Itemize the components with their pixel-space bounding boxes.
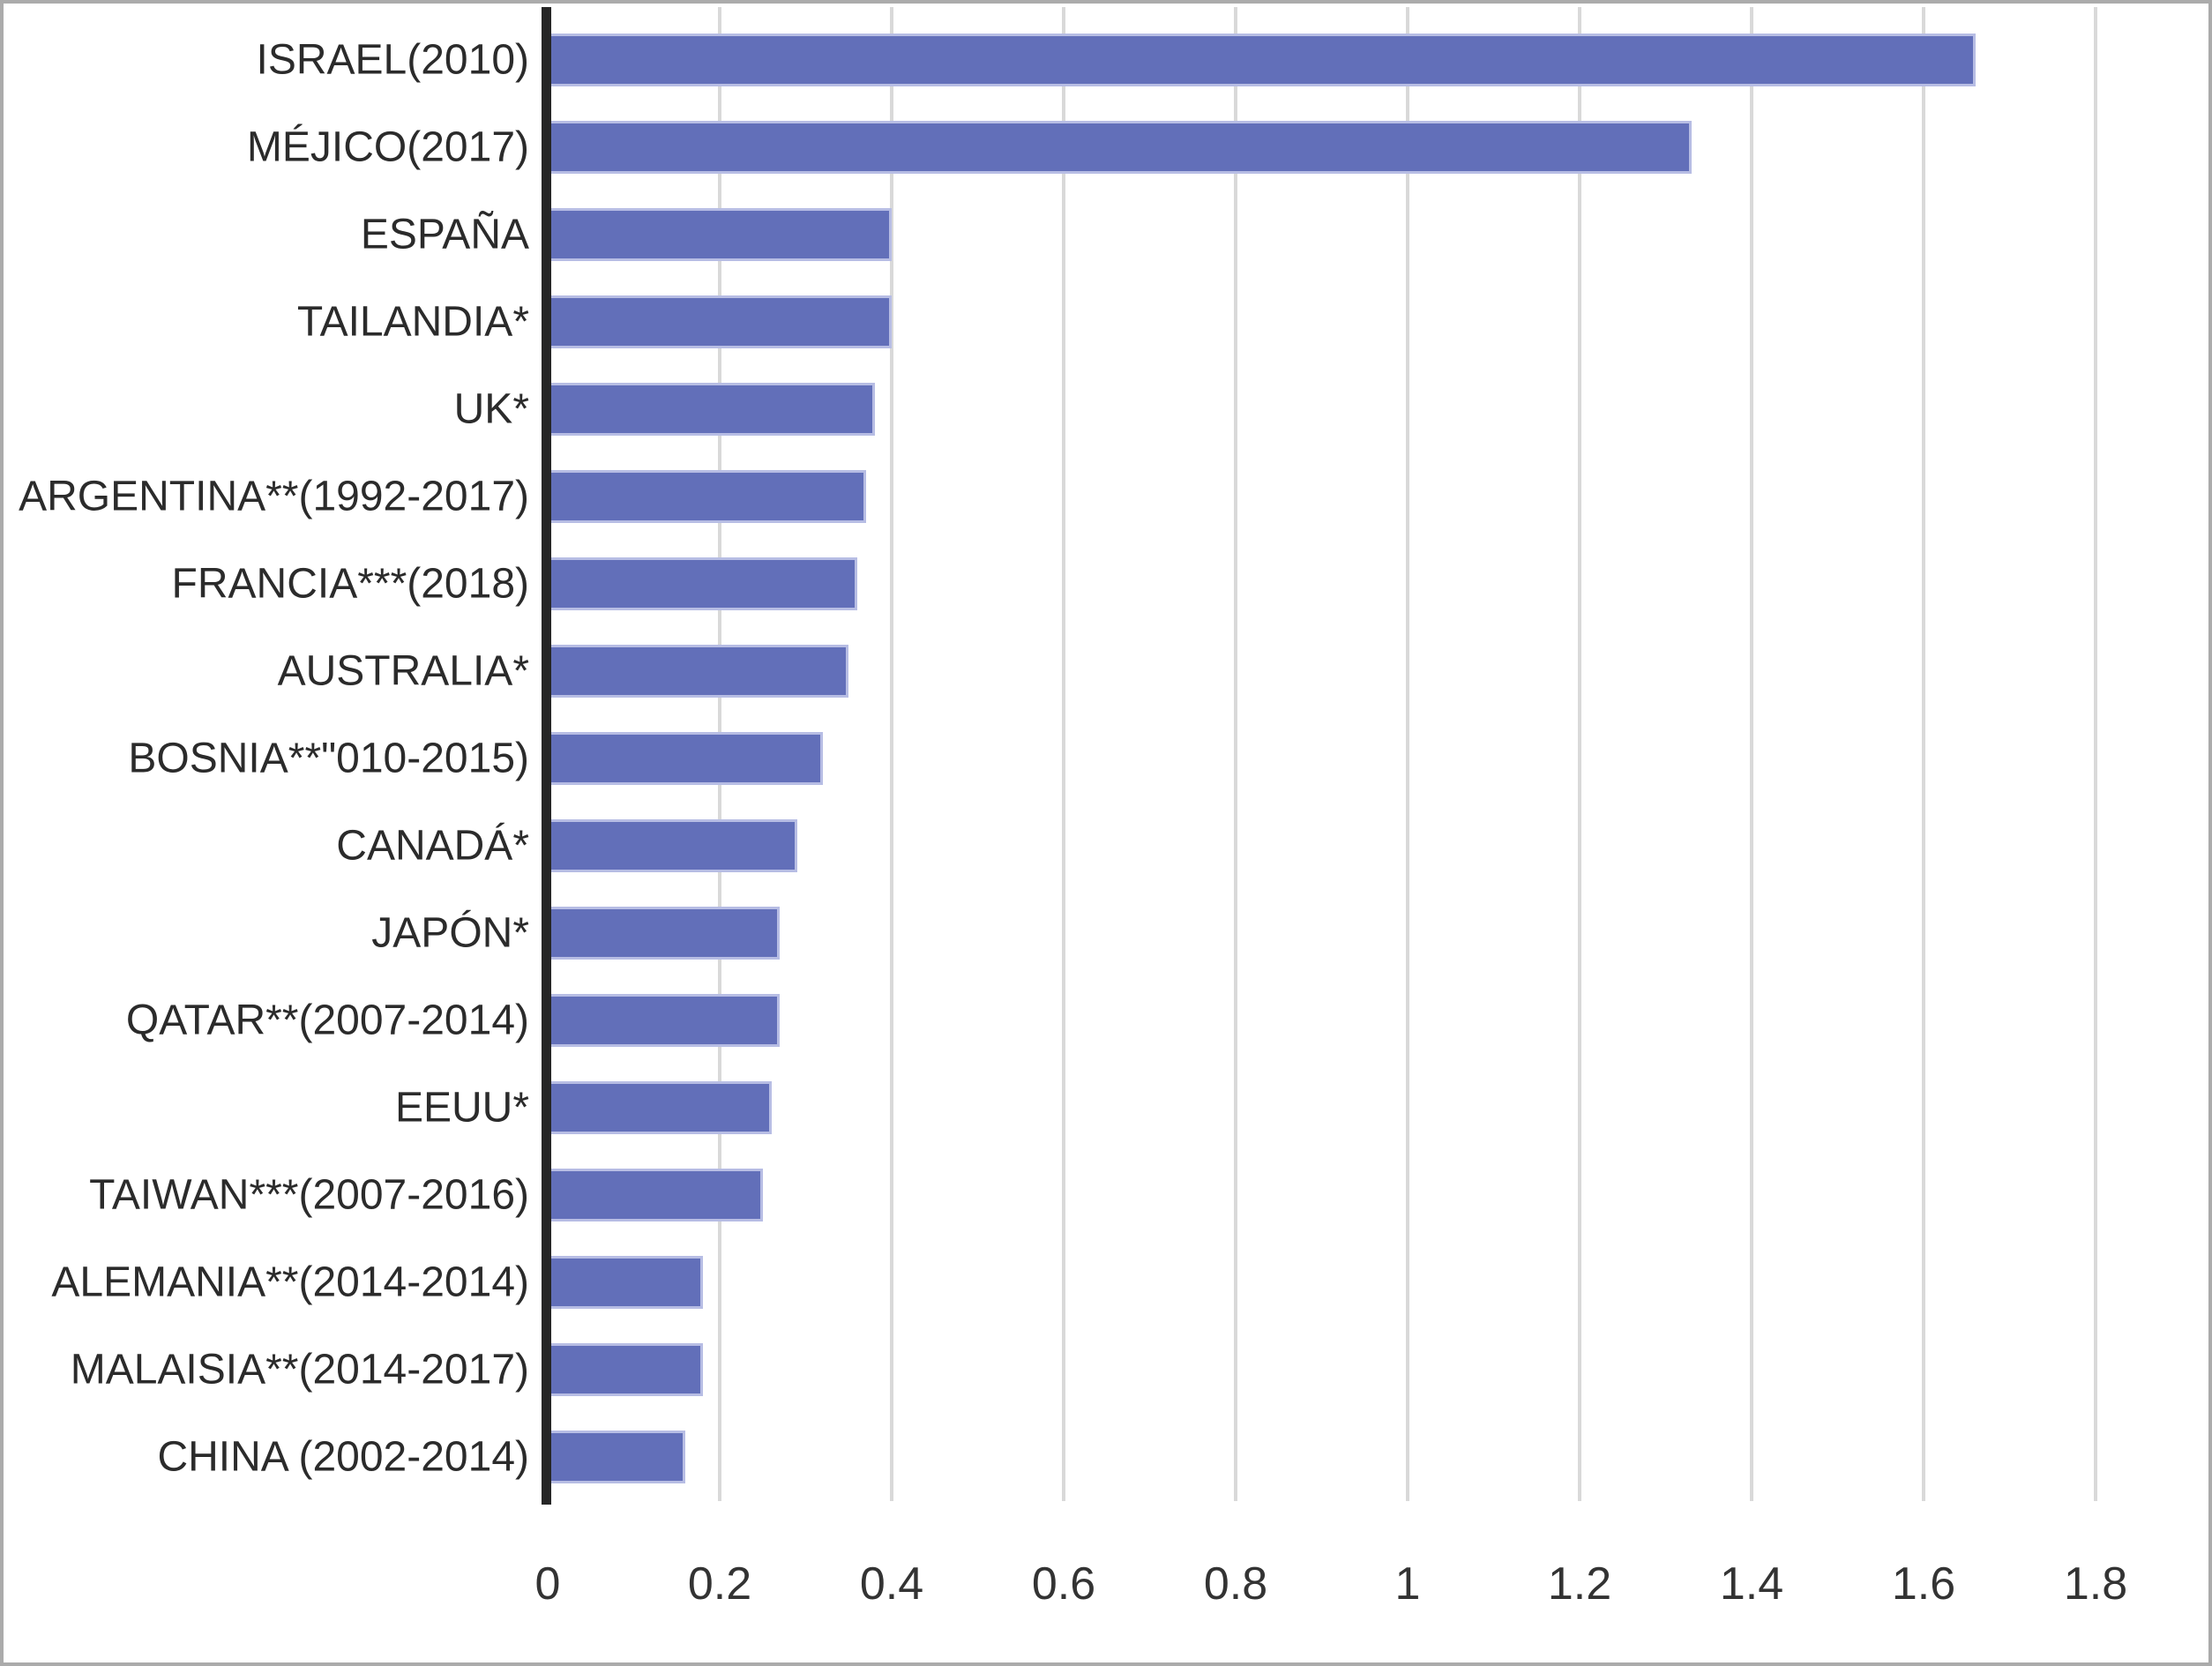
category-label: ALEMANIA**(2014-2014) <box>51 1259 529 1306</box>
bar <box>548 208 892 261</box>
bar <box>548 1343 703 1396</box>
x-axis-tick-label: 1 <box>1394 1558 1421 1610</box>
value-axis-line <box>542 7 551 1505</box>
category-label: EEUU* <box>394 1084 529 1132</box>
category-label: CANADÁ* <box>336 822 529 870</box>
category-label: ESPAÑA <box>360 211 529 258</box>
gridline <box>1234 7 1237 1501</box>
bar <box>548 121 1692 174</box>
bar <box>548 557 857 610</box>
bar <box>548 907 780 960</box>
gridline <box>1062 7 1065 1501</box>
x-axis-tick-label: 1.2 <box>1547 1558 1612 1610</box>
gridline <box>1578 7 1581 1501</box>
bar <box>548 1169 763 1221</box>
bar <box>548 34 1976 86</box>
category-label: FRANCIA***(2018) <box>171 560 529 608</box>
x-axis-tick-label: 1.4 <box>1719 1558 1784 1610</box>
category-label: TAILANDIA* <box>296 298 529 346</box>
category-label: BOSNIA**"010-2015) <box>128 735 529 782</box>
category-label: QATAR**(2007-2014) <box>125 997 529 1044</box>
category-label: ISRAEL(2010) <box>256 36 530 84</box>
gridline <box>1750 7 1753 1501</box>
gridline <box>890 7 893 1501</box>
x-axis-tick-label: 0.2 <box>687 1558 752 1610</box>
category-label: ARGENTINA**(1992-2017) <box>19 473 529 520</box>
bar <box>548 994 780 1047</box>
x-axis-tick-label: 0.6 <box>1031 1558 1096 1610</box>
gridline <box>1406 7 1409 1501</box>
category-label: MALAISIA**(2014-2017) <box>70 1346 529 1393</box>
bar <box>548 295 892 348</box>
x-axis-tick-label: 0 <box>534 1558 561 1610</box>
bar <box>548 383 875 436</box>
category-label: AUSTRALIA* <box>277 647 529 695</box>
x-axis-tick-label: 0.4 <box>859 1558 924 1610</box>
x-axis-tick-label: 0.8 <box>1203 1558 1268 1610</box>
bar <box>548 1431 685 1483</box>
bar <box>548 1256 703 1309</box>
category-label: JAPÓN* <box>371 909 529 957</box>
category-label: UK* <box>453 385 529 433</box>
bar <box>548 819 797 872</box>
x-axis-tick-label: 1.8 <box>2063 1558 2128 1610</box>
bar <box>548 1081 772 1134</box>
category-label: TAIWAN***(2007-2016) <box>89 1171 529 1219</box>
category-label: MÉJICO(2017) <box>246 123 529 171</box>
gridline <box>1922 7 1925 1501</box>
bar <box>548 732 823 785</box>
bar <box>548 645 848 698</box>
category-label: CHINA (2002-2014) <box>157 1433 529 1481</box>
x-axis-tick-label: 1.6 <box>1891 1558 1956 1610</box>
gridline <box>2094 7 2097 1501</box>
bar <box>548 470 866 523</box>
